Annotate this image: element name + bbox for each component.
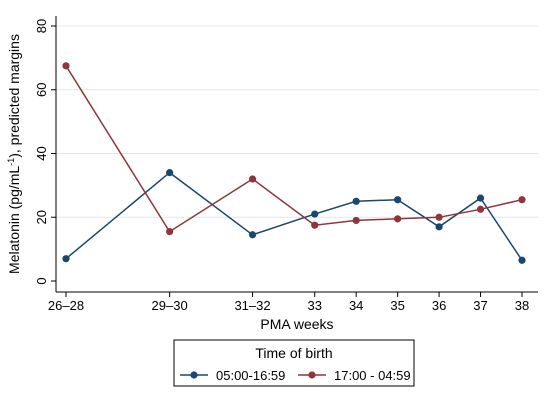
series-1-point xyxy=(166,169,174,177)
legend-box xyxy=(173,339,415,387)
x-axis-title: PMA weeks xyxy=(260,316,333,332)
x-ticks: 26–28 29–30 31–32 33 34 35 36 37 38 xyxy=(48,292,529,313)
series-1-point xyxy=(352,197,360,205)
gridlines xyxy=(56,25,538,218)
y-axis-title-tail: ), predicted margins xyxy=(6,34,22,158)
series-1-point xyxy=(311,210,319,218)
y-axis-title-main: Melatonin (pg/mL xyxy=(6,166,22,274)
series-2-point xyxy=(248,175,257,183)
series-2-point xyxy=(166,227,174,236)
y-tick-label: 80 xyxy=(34,19,49,33)
series-2-point xyxy=(62,62,70,70)
series-1-point xyxy=(62,255,70,263)
legend-label-series-2: 17:00 - 04:59 xyxy=(334,368,411,383)
series xyxy=(62,62,526,264)
legend-marker-series-1 xyxy=(190,371,198,379)
legend-label-series-1: 05:00-16:59 xyxy=(216,368,285,383)
y-axis-title-superscript: -1 xyxy=(6,158,16,166)
legend-title: Time of birth xyxy=(255,345,332,361)
series-2-point xyxy=(518,196,526,204)
series-2-point xyxy=(394,215,402,223)
series-2-point xyxy=(435,213,443,221)
x-tick-label: 37 xyxy=(473,298,487,313)
y-tick-label: 0 xyxy=(34,277,49,284)
series-1-point xyxy=(435,223,443,231)
series-1-point xyxy=(476,194,485,202)
x-tick-label: 26–28 xyxy=(48,298,84,313)
legend-marker-series-2 xyxy=(308,371,316,379)
x-tick-label: 33 xyxy=(307,298,321,313)
series-1-point xyxy=(518,256,526,264)
y-ticks: 0 20 40 60 80 xyxy=(34,19,56,285)
x-tick-label: 38 xyxy=(515,298,529,313)
series-2-point xyxy=(311,221,319,229)
x-tick-label: 36 xyxy=(432,298,446,313)
x-tick-label: 35 xyxy=(390,298,404,313)
series-1-point xyxy=(394,196,402,204)
x-tick-label: 31–32 xyxy=(234,298,270,313)
y-tick-label: 60 xyxy=(34,83,49,97)
x-tick-label: 29–30 xyxy=(152,298,188,313)
legend: Time of birth 05:00-16:59 17:00 - 04:59 xyxy=(173,339,415,387)
series-2-point xyxy=(352,216,360,225)
x-tick-label: 34 xyxy=(349,298,363,313)
series-1-point xyxy=(248,231,257,239)
y-tick-label: 40 xyxy=(34,146,49,160)
y-tick-label: 20 xyxy=(34,210,49,224)
y-axis-title: Melatonin (pg/mL-1), predicted margins xyxy=(6,34,22,274)
series-2-point xyxy=(476,205,485,213)
